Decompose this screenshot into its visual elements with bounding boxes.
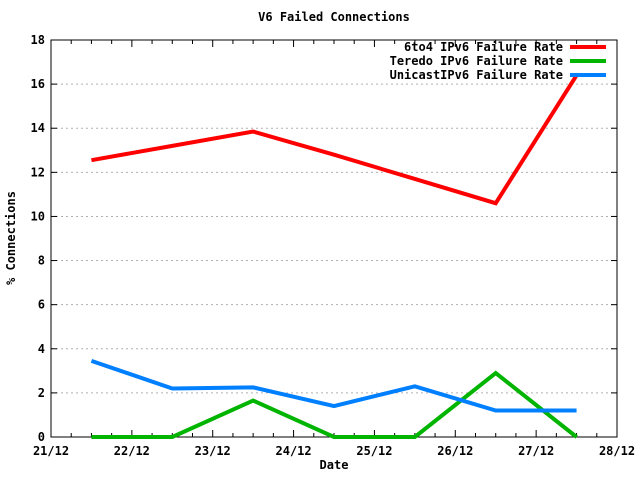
x-tick-label: 27/12 bbox=[518, 444, 554, 458]
legend-label-1: Teredo IPv6 Failure Rate bbox=[390, 54, 563, 68]
x-axis-title: Date bbox=[319, 458, 349, 472]
y-tick-label: 8 bbox=[38, 254, 45, 268]
y-tick-label: 12 bbox=[31, 165, 45, 179]
x-tick-label: 24/12 bbox=[276, 444, 312, 458]
series-line-2 bbox=[90, 359, 577, 413]
series-line-0 bbox=[91, 74, 579, 206]
chart-title: V6 Failed Connections bbox=[258, 10, 410, 24]
x-tick-label: 21/12 bbox=[33, 444, 69, 458]
x-tick-label: 26/12 bbox=[437, 444, 473, 458]
legend-label-2: UnicastIPv6 Failure Rate bbox=[390, 68, 563, 82]
y-tick-label: 16 bbox=[31, 77, 45, 91]
series-line-1 bbox=[91, 370, 578, 439]
legend-label-0: 6to4 IPv6 Failure Rate bbox=[404, 40, 563, 54]
x-tick-label: 25/12 bbox=[356, 444, 392, 458]
y-tick-label: 10 bbox=[31, 209, 45, 223]
x-tick-label: 28/12 bbox=[599, 444, 635, 458]
y-tick-label: 0 bbox=[38, 430, 45, 444]
y-tick-label: 18 bbox=[31, 33, 45, 47]
y-tick-label: 6 bbox=[38, 298, 45, 312]
y-tick-label: 2 bbox=[38, 386, 45, 400]
y-tick-label: 4 bbox=[38, 342, 45, 356]
y-tick-label: 14 bbox=[31, 121, 45, 135]
x-tick-label: 22/12 bbox=[114, 444, 150, 458]
x-tick-label: 23/12 bbox=[195, 444, 231, 458]
